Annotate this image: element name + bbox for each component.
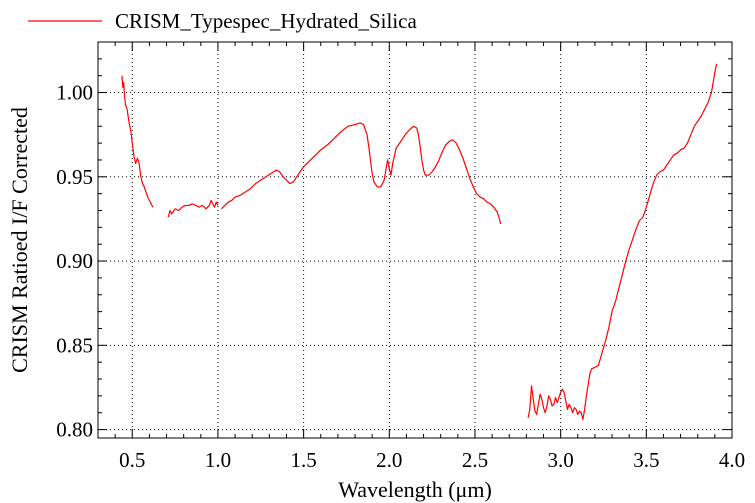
plot-frame bbox=[97, 41, 733, 439]
series-line-segment bbox=[220, 122, 502, 225]
x-tick-label: 3.0 bbox=[548, 448, 574, 472]
y-tick-labels: 0.80 0.85 0.90 0.95 1.00 bbox=[56, 81, 93, 442]
x-tick-label: 2.5 bbox=[462, 448, 488, 472]
legend: CRISM_Typespec_Hydrated_Silica bbox=[28, 9, 417, 33]
y-axis-label: CRISM Ratioed I/F Corrected bbox=[7, 107, 32, 373]
y-tick-label: 1.00 bbox=[56, 81, 93, 105]
y-tick-label: 0.85 bbox=[56, 333, 93, 357]
x-tick-labels: 0.5 1.0 1.5 2.0 2.5 3.0 3.5 4.0 bbox=[119, 448, 745, 472]
x-tick-label: 3.5 bbox=[633, 448, 659, 472]
y-tick-label: 0.90 bbox=[56, 249, 93, 273]
series-line-segment bbox=[167, 199, 219, 218]
x-tick-label: 2.0 bbox=[376, 448, 402, 472]
grid-lines bbox=[98, 42, 732, 438]
axis-ticks bbox=[98, 42, 733, 438]
series-line-segment bbox=[527, 63, 718, 421]
series-lines bbox=[121, 63, 718, 421]
x-tick-label: 1.0 bbox=[205, 448, 231, 472]
x-tick-label: 0.5 bbox=[119, 448, 145, 472]
x-axis-label: Wavelength (μm) bbox=[338, 477, 492, 502]
legend-label: CRISM_Typespec_Hydrated_Silica bbox=[115, 9, 417, 33]
y-tick-label: 0.95 bbox=[56, 165, 93, 189]
y-tick-label: 0.80 bbox=[56, 418, 93, 442]
x-tick-label: 4.0 bbox=[719, 448, 745, 472]
x-tick-label: 1.5 bbox=[290, 448, 316, 472]
series-line-segment bbox=[121, 75, 154, 208]
